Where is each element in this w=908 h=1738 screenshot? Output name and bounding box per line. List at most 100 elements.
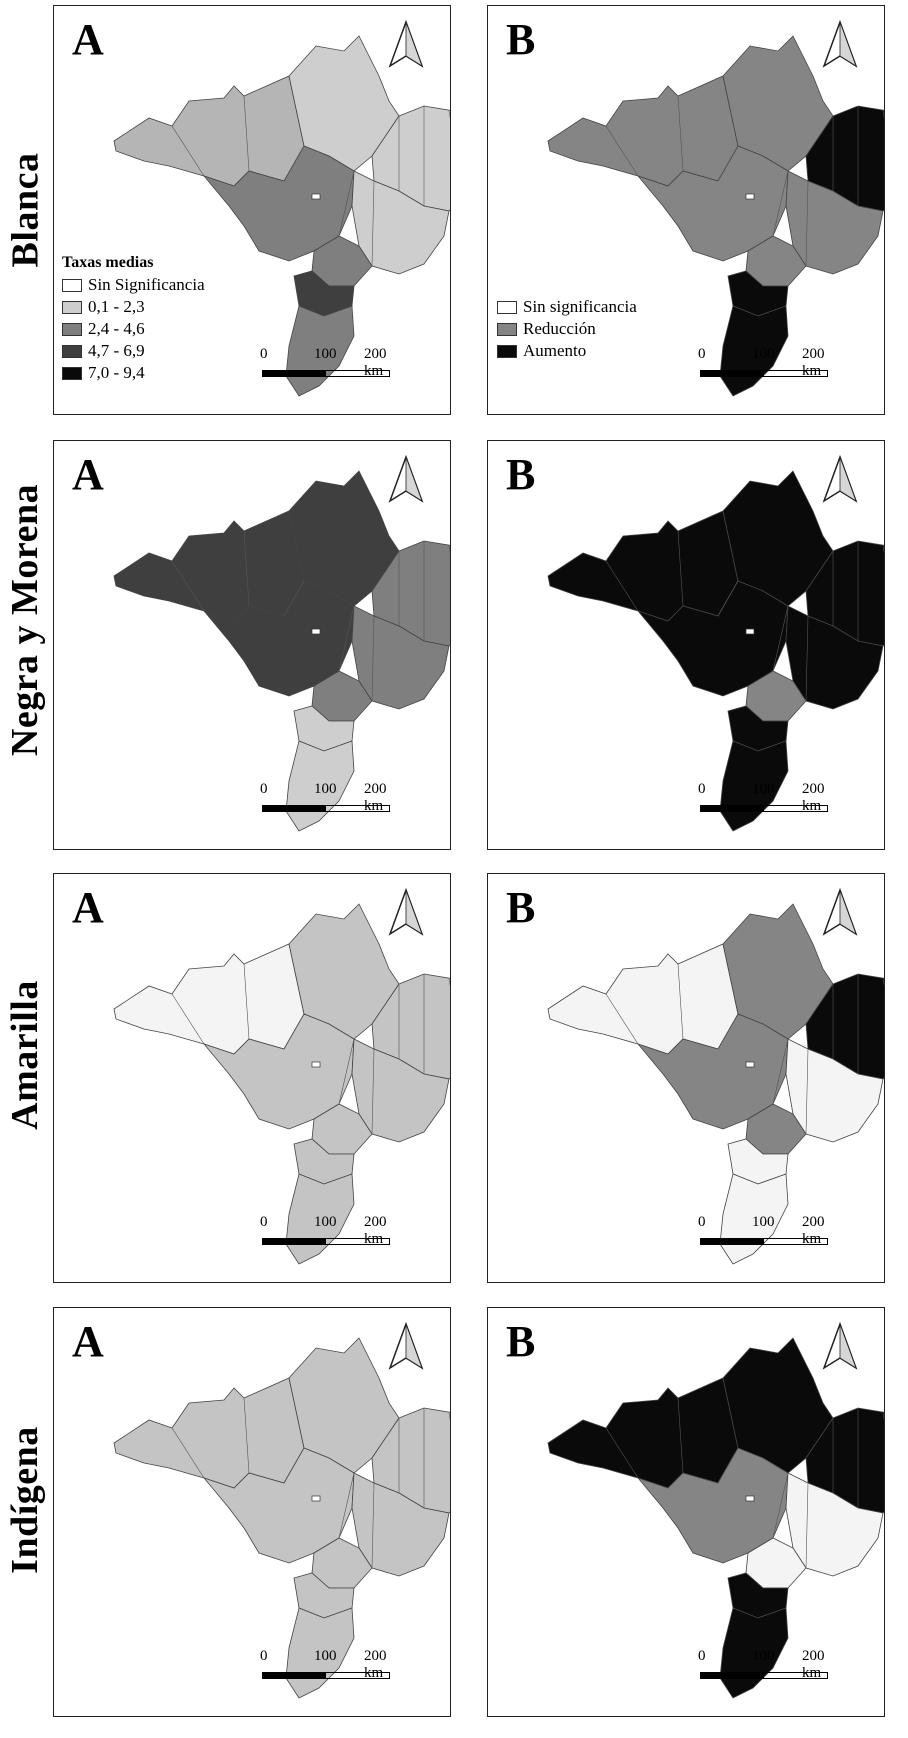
panel-letter: B — [506, 1317, 536, 1366]
brazil-map — [547, 1337, 884, 1699]
scale-tick-200: 200 km — [802, 1214, 825, 1247]
scale-bar-segment — [701, 1239, 764, 1244]
state-border — [717, 1013, 739, 1050]
legend-item: Sin significancia — [497, 296, 637, 318]
scale-bar-segment — [701, 806, 764, 811]
federal-district-marker — [745, 1061, 755, 1068]
legend-swatch — [497, 300, 517, 314]
scale-tick-0: 0 — [698, 346, 706, 362]
scale-bar-segment — [701, 371, 764, 376]
map-panel-b: B 0 100 200 km — [487, 873, 885, 1283]
legend-swatch — [497, 322, 517, 336]
map-panel-a: A 0 100 200 km — [53, 5, 451, 415]
federal-district-marker — [311, 193, 321, 200]
scale-tick-0: 0 — [698, 1648, 706, 1664]
federal-district-marker — [745, 628, 755, 635]
legend-title: Taxas medias — [62, 254, 154, 271]
legend-label: Sin significancia — [523, 297, 637, 316]
state-border — [605, 1427, 639, 1479]
region-west — [547, 1377, 739, 1489]
scale-tick-100: 100 — [752, 781, 775, 797]
scale-tick-200: 200 km — [364, 1648, 387, 1681]
state-border — [338, 1038, 355, 1105]
north-arrow-icon — [822, 888, 858, 936]
legend-item: Sin Significancia — [62, 274, 205, 296]
region-southeast — [351, 170, 450, 275]
scale-tick-100: 100 — [314, 1214, 337, 1230]
legend-rates: Taxas medias Sin Significancia 0,1 - 2,3… — [62, 252, 205, 384]
state-border — [338, 170, 355, 237]
region-southeast — [785, 170, 884, 275]
north-arrow-icon — [388, 1322, 424, 1370]
scale-bar: 0 100 200 km — [698, 1214, 838, 1254]
panel-letter: B — [506, 883, 536, 932]
row-label-0: Blanca — [4, 152, 46, 268]
scale-ticks: 0 100 200 km — [698, 781, 838, 814]
scale-tick-0: 0 — [698, 1214, 706, 1230]
scale-bar: 0 100 200 km — [698, 1648, 838, 1688]
scale-tick-0: 0 — [260, 781, 268, 797]
scale-tick-100: 100 — [752, 346, 775, 362]
region-west — [113, 943, 305, 1055]
state-border — [805, 615, 809, 702]
region-west — [113, 1377, 305, 1489]
map-panel-a: A 0 100 200 km — [53, 1307, 451, 1717]
brazil-map — [113, 1337, 450, 1699]
scale-tick-100: 100 — [752, 1648, 775, 1664]
state-border — [283, 145, 305, 182]
legend-item: Aumento — [497, 340, 637, 362]
legend-label: 2,4 - 4,6 — [88, 319, 145, 338]
state-border — [605, 560, 639, 612]
state-border — [283, 1013, 305, 1050]
federal-district-marker — [311, 628, 321, 635]
scale-tick-100: 100 — [314, 781, 337, 797]
region-west — [547, 510, 739, 622]
state-border — [371, 1482, 375, 1569]
map-panel-b: B 0 100 200 km — [487, 1307, 885, 1717]
scale-ticks: 0 100 200 km — [260, 781, 400, 814]
legend-item: 2,4 - 4,6 — [62, 318, 205, 340]
scale-tick-200: 200 km — [802, 781, 825, 814]
row-label-1: Negra y Morena — [4, 483, 47, 757]
region-west — [547, 943, 739, 1055]
scale-bar: 0 100 200 km — [698, 346, 838, 386]
region-southeast — [785, 1472, 884, 1577]
state-border — [371, 1048, 375, 1135]
legend-label: Reducción — [523, 319, 596, 338]
legend-item: 4,7 - 6,9 — [62, 340, 205, 362]
panel-letter: A — [72, 15, 104, 64]
scale-bar: 0 100 200 km — [260, 781, 400, 821]
north-arrow-icon — [388, 20, 424, 68]
region-southeast — [351, 1472, 450, 1577]
scale-bar-line — [262, 1672, 390, 1679]
legend-item: 0,1 - 2,3 — [62, 296, 205, 318]
scale-bar-segment — [263, 806, 326, 811]
state-border — [243, 1397, 250, 1474]
legend-label: 4,7 - 6,9 — [88, 341, 145, 360]
state-border — [677, 530, 684, 607]
region-southeast — [351, 1038, 450, 1143]
panel-letter: A — [72, 450, 104, 499]
scale-ticks: 0 100 200 km — [698, 346, 838, 379]
panel-letter: A — [72, 883, 104, 932]
state-border — [772, 170, 789, 237]
scale-tick-200: 200 km — [364, 346, 387, 379]
state-border — [772, 1038, 789, 1105]
scale-tick-0: 0 — [260, 1214, 268, 1230]
north-arrow-icon — [822, 1322, 858, 1370]
scale-tick-0: 0 — [260, 1648, 268, 1664]
region-southeast — [785, 605, 884, 710]
scale-bar-line — [700, 805, 828, 812]
panel-letter: B — [506, 15, 536, 64]
scale-bar-segment — [263, 371, 326, 376]
state-border — [805, 180, 809, 267]
state-border — [772, 605, 789, 672]
legend-item: 7,0 - 9,4 — [62, 362, 205, 384]
map-panel-a: A 0 100 200 km — [53, 440, 451, 850]
scale-bar-segment — [263, 1673, 326, 1678]
legend-swatch — [497, 344, 517, 358]
north-arrow-icon — [388, 888, 424, 936]
state-border — [171, 993, 205, 1045]
scale-tick-0: 0 — [260, 346, 268, 362]
scale-bar-segment — [263, 1239, 326, 1244]
